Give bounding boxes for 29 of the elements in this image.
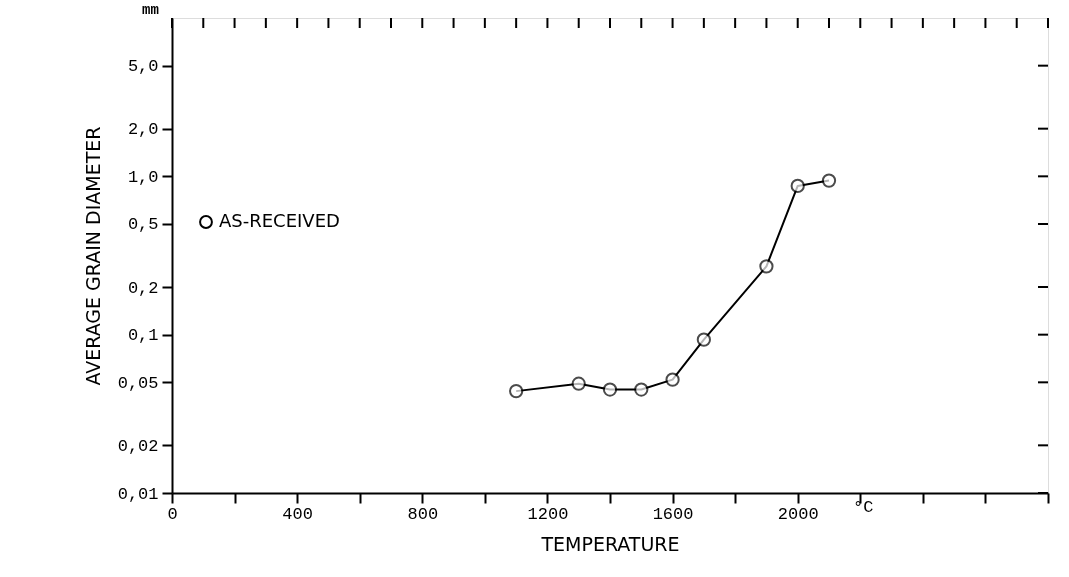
- y-tick-label: 5,0: [127, 57, 159, 77]
- point: [571, 376, 586, 391]
- y-tick-label: 0,02: [117, 436, 159, 456]
- x-tick-label: 800: [407, 504, 439, 524]
- y-tick-label: 2,0: [127, 120, 159, 140]
- x-tick-label: 1600: [652, 504, 694, 524]
- text: °C: [853, 498, 874, 517]
- y-tick-label: 0,5: [127, 215, 159, 235]
- y-tick-label: 0,01: [117, 484, 159, 504]
- x-axis-title: TEMPERATURE: [540, 532, 680, 555]
- point: [759, 259, 774, 274]
- text: mm: [142, 2, 159, 18]
- x-tick-label: 1200: [527, 504, 569, 524]
- point: [634, 382, 649, 397]
- legend-label: AS-RECEIVED: [219, 210, 340, 231]
- y-axis-title: AVERAGE GRAIN DIAMETER: [81, 126, 104, 386]
- x-tick-label: 2000: [777, 504, 819, 524]
- y-tick-label: 1,0: [127, 167, 159, 187]
- point: [602, 382, 618, 397]
- point: [790, 178, 805, 194]
- point: [665, 372, 680, 387]
- y-tick-label: 0,05: [117, 373, 159, 393]
- point: [509, 384, 524, 399]
- x-tick-label: 0: [167, 504, 178, 524]
- point: [821, 173, 837, 188]
- x-tick-label: 400: [282, 504, 313, 524]
- point: [696, 332, 711, 347]
- y-tick-label: 0,2: [127, 278, 159, 298]
- y-tick-label: 0,1: [127, 326, 159, 346]
